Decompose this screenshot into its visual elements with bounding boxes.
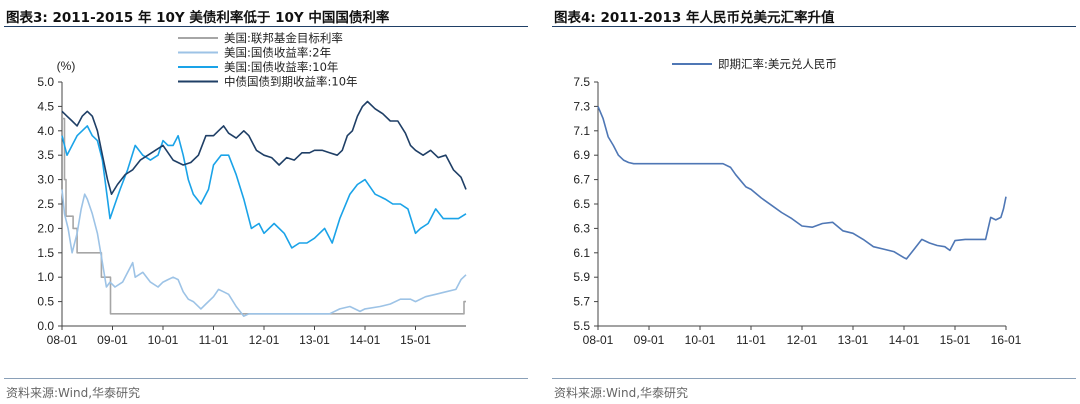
right-chart-x-tick-label: 12-01	[787, 333, 818, 347]
left-chart-series-line-0	[62, 117, 466, 315]
right-source-note: 资料来源:Wind,华泰研究	[554, 386, 689, 400]
left-chart-x-tick-label: 15-01	[400, 333, 431, 347]
left-chart-y-tick-label: 4.0	[37, 124, 54, 138]
right-chart-x-tick-label: 09-01	[634, 333, 665, 347]
left-chart-x-tick-label: 14-01	[350, 333, 381, 347]
left-chart-y-tick-label: 3.0	[37, 173, 54, 187]
left-chart-y-tick-label: 4.5	[37, 99, 54, 113]
right-chart-y-tick-label: 6.5	[573, 197, 590, 211]
right-chart-series-line-0	[597, 106, 1007, 260]
right-title-rule	[552, 26, 1076, 27]
right-chart-y-tick-label: 7.1	[573, 124, 590, 138]
left-chart-y-tick-label: 1.5	[37, 246, 54, 260]
right-chart-title: 图表4: 2011-2013 年人民币兑美元汇率升值	[554, 10, 835, 26]
right-chart-x-tick-label: 16-01	[991, 333, 1022, 347]
left-chart-legend-label: 美国:国债收益率:2年	[224, 46, 331, 60]
left-chart-x-tick-label: 11-01	[199, 333, 229, 347]
right-chart-x-tick-label: 13-01	[838, 333, 869, 347]
left-footer-rule	[4, 378, 528, 379]
left-chart-x-tick-label: 13-01	[299, 333, 330, 347]
left-chart-svg: 5.0 4.5 4.0 3.5 3.0 2.5 2.0 1.5 1.0 0.5 0.008-01 09…	[37, 31, 467, 347]
left-source-note: 资料来源:Wind,华泰研究	[6, 386, 141, 400]
right-chart-y-tick-label: 6.7	[573, 173, 590, 187]
right-chart-legend-label: 即期汇率:美元兑人民币	[718, 57, 837, 71]
right-footer-rule	[552, 378, 1076, 379]
right-chart-x-tick-label: 14-01	[889, 333, 920, 347]
right-chart-y-tick-label: 6.3	[573, 221, 590, 235]
right-chart-x-tick-label: 11-01	[736, 333, 766, 347]
right-chart-y-tick-label: 5.7	[573, 295, 590, 309]
left-chart-y-tick-label: 2.5	[37, 197, 54, 211]
left-chart-series-line-2	[61, 125, 467, 249]
left-chart-series-line-1	[61, 189, 467, 317]
right-chart-y-tick-label: 5.9	[573, 270, 590, 284]
right-chart-y-tick-label: 7.5	[573, 75, 590, 89]
right-chart-x-tick-label: 10-01	[685, 333, 716, 347]
right-chart-x-tick-label: 15-01	[940, 333, 971, 347]
right-chart-y-tick-label: 6.9	[573, 148, 590, 162]
right-chart-x-tick-label: 08-01	[583, 333, 614, 347]
left-chart-y-tick-label: 1.0	[37, 270, 54, 284]
left-chart-title: 图表3: 2011-2015 年 10Y 美债利率低于 10Y 中国国债利率	[6, 10, 390, 26]
left-chart-series-line-3	[61, 100, 467, 195]
left-chart-legend-label: 美国:联邦基金目标利率	[224, 31, 343, 45]
left-chart-y-tick-label: 3.5	[37, 148, 54, 162]
right-chart-y-tick-label: 7.3	[573, 99, 590, 113]
left-chart-y-tick-label: 0.0	[37, 319, 54, 333]
left-chart-legend-label: 美国:国债收益率:10年	[224, 60, 338, 74]
right-chart-y-tick-label: 5.5	[573, 319, 590, 333]
left-chart-x-tick-label: 08-01	[47, 333, 78, 347]
left-chart-legend-label: 中债国债到期收益率:10年	[224, 75, 358, 89]
left-chart-x-tick-label: 10-01	[148, 333, 179, 347]
right-chart-svg: 7.5 7.3 7.1 6.9 6.7 6.5 6.3 6.1 5.9 5.7 5.508-01 09…	[573, 57, 1022, 347]
left-chart-y-tick-label: 5.0	[37, 75, 54, 89]
left-chart-x-tick-label: 12-01	[249, 333, 280, 347]
left-chart-y-axis-label: (%)	[57, 59, 76, 73]
left-chart-panel: 图表3: 2011-2015 年 10Y 美债利率低于 10Y 中国国债利率 5…	[0, 0, 532, 404]
left-chart-y-tick-label: 0.5	[37, 295, 54, 309]
left-title-rule	[4, 26, 528, 27]
right-chart-y-tick-label: 6.1	[573, 246, 590, 260]
right-chart-panel: 图表4: 2011-2013 年人民币兑美元汇率升值 7.5 7.3 7.1 6.9 6…	[548, 0, 1080, 404]
left-chart-x-tick-label: 09-01	[97, 333, 128, 347]
left-chart-y-tick-label: 2.0	[37, 221, 54, 235]
